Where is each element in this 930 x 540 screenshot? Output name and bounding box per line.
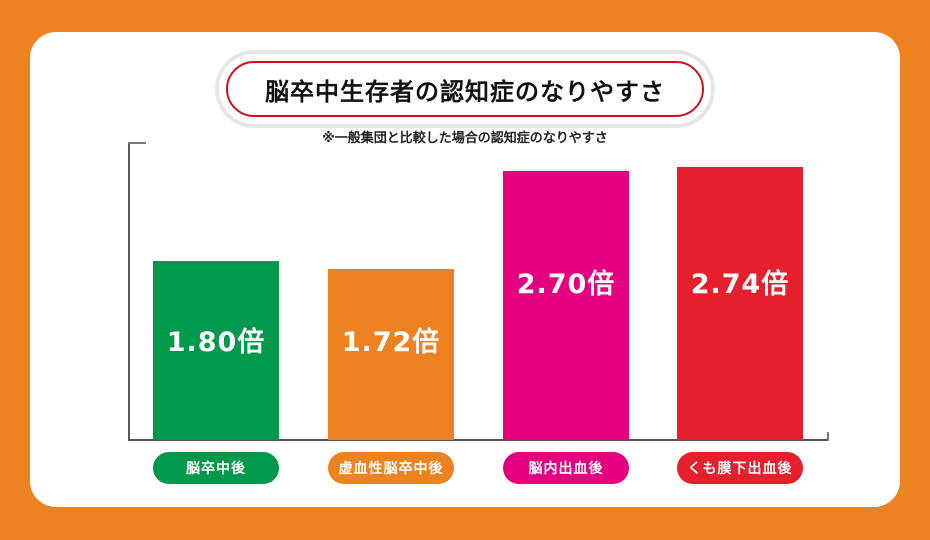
y-axis [128,142,130,441]
x-axis [128,439,829,441]
x-axis-end-tick [827,432,829,441]
chart-title: 脳卒中生存者の認知症のなりやすさ [226,61,704,117]
bar-1: 1.80倍 [153,261,279,440]
category-pill-2: 虚血性脳卒中後 [328,452,454,484]
chart-subtitle: ※一般集団と比較した場合の認知症のなりやすさ [322,131,608,146]
bar-value-label: 2.70倍 [516,269,616,300]
bar-value-label: 1.80倍 [166,327,266,358]
y-axis-top-tick [128,142,146,144]
category-pill-4: くも膜下出血後 [677,452,803,484]
category-pill-1: 脳卒中後 [153,452,279,484]
bar-2: 1.72倍 [328,269,454,440]
bar-3: 2.70倍 [503,171,629,440]
bar-4: 2.74倍 [677,167,803,440]
bar-value-label: 2.74倍 [690,269,790,300]
category-pill-3: 脳内出血後 [503,452,629,484]
bar-value-label: 1.72倍 [341,327,441,358]
